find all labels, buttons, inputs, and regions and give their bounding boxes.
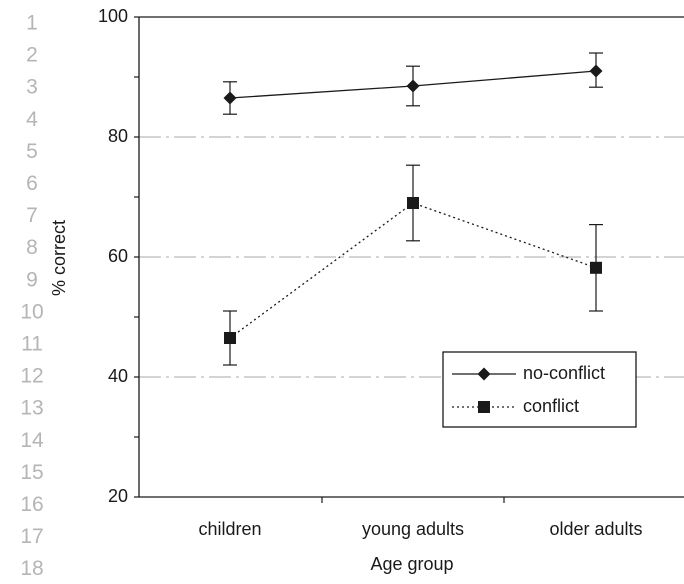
- x-axis-title: Age group: [370, 554, 453, 574]
- x-tick-label: older adults: [549, 519, 642, 539]
- legend-label-no-conflict: no-conflict: [523, 363, 605, 383]
- x-tick-label: children: [198, 519, 261, 539]
- line-number: 6: [26, 172, 38, 195]
- line-number: 15: [20, 461, 43, 484]
- line-number: 12: [20, 365, 43, 388]
- line-number: 14: [20, 429, 44, 452]
- legend-label-conflict: conflict: [523, 396, 579, 416]
- line-number: 9: [26, 268, 38, 291]
- data-point-no-conflict: [589, 64, 603, 78]
- legend-box: [442, 351, 637, 428]
- line-number: 16: [20, 493, 43, 516]
- line-number: 4: [26, 108, 38, 131]
- line-number: 1: [26, 12, 38, 35]
- line-number: 3: [26, 76, 38, 99]
- y-tick-label: 80: [108, 126, 128, 146]
- data-point-conflict: [224, 332, 236, 344]
- series-line-conflict: [229, 202, 597, 339]
- y-tick-label: 20: [108, 486, 128, 506]
- line-number: 2: [26, 44, 38, 67]
- line-number: 7: [26, 204, 38, 227]
- line-number: 13: [20, 397, 43, 420]
- line-number: 11: [21, 333, 43, 356]
- x-tick-label: young adults: [362, 519, 464, 539]
- y-tick-label: 60: [108, 246, 128, 266]
- line-number: 8: [26, 236, 38, 259]
- y-axis-title: % correct: [49, 220, 69, 296]
- data-point-conflict: [590, 261, 602, 274]
- data-point-no-conflict: [223, 91, 237, 105]
- line-number: 18: [20, 557, 43, 579]
- legend-marker-conflict: [478, 401, 490, 413]
- legend-marker-no-conflict: [477, 367, 491, 381]
- y-tick-label: 40: [108, 366, 128, 386]
- data-point-no-conflict: [406, 79, 420, 93]
- y-tick-label: 100: [98, 6, 128, 26]
- line-number: 17: [20, 525, 43, 548]
- data-point-conflict: [407, 197, 419, 209]
- line-number: 10: [20, 300, 43, 323]
- line-number: 5: [26, 140, 38, 163]
